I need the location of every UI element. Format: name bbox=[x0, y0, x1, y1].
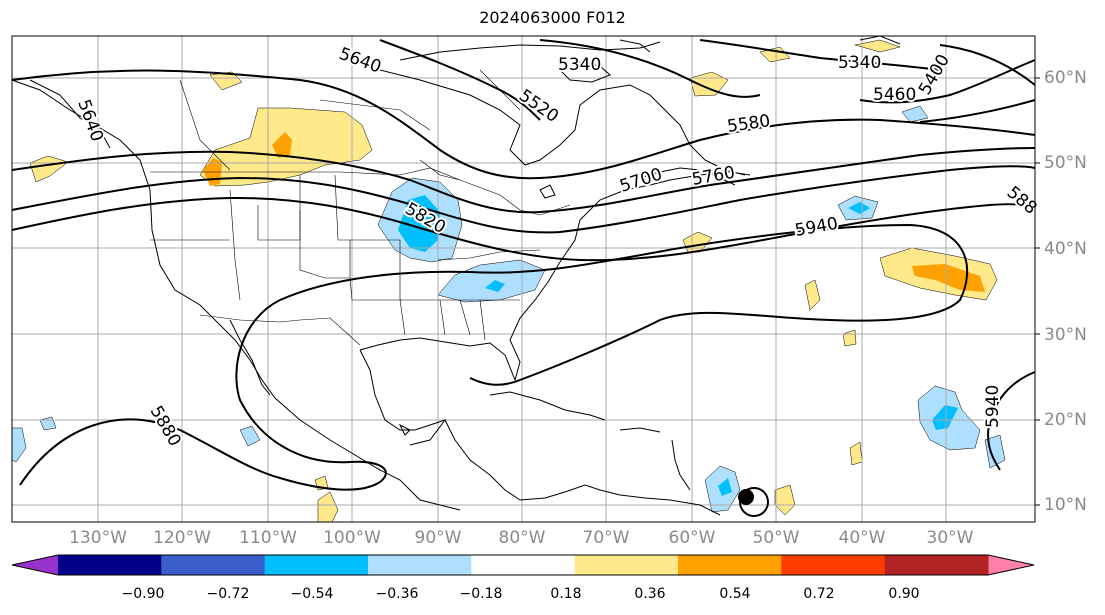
lat-label: 20°N bbox=[1044, 410, 1087, 430]
colorbar-segment bbox=[368, 555, 472, 575]
colorbar-segment bbox=[884, 555, 989, 575]
lon-label: 90°W bbox=[414, 528, 462, 548]
colorbar-extend-max bbox=[988, 555, 1034, 575]
negative-anomaly-region bbox=[901, 105, 929, 123]
colorbar-tick-label: 0.90 bbox=[888, 586, 920, 602]
colorbar-segment bbox=[574, 555, 679, 575]
colorbar-tick-label: −0.72 bbox=[206, 586, 250, 602]
colorbar-tick-label: 0.54 bbox=[719, 586, 751, 602]
contour-label: 5340 bbox=[558, 55, 601, 75]
graticule bbox=[12, 36, 1035, 522]
negative-anomaly-core bbox=[848, 202, 870, 214]
contour-label: 5460 bbox=[873, 85, 916, 105]
negative-anomaly-region bbox=[984, 434, 1006, 469]
lat-label: 60°N bbox=[1044, 68, 1087, 88]
lat-ticks bbox=[1035, 77, 1040, 506]
positive-anomaly-core bbox=[272, 132, 292, 158]
colorbar bbox=[12, 555, 1034, 575]
height-contours bbox=[11, 39, 1036, 517]
political-borders bbox=[150, 69, 571, 346]
negative-anomaly-core bbox=[485, 280, 505, 292]
colorbar-segment bbox=[781, 555, 886, 575]
lon-label: 60°W bbox=[668, 528, 716, 548]
negative-anomaly-region bbox=[239, 425, 261, 447]
contour-label: 5940 bbox=[983, 385, 1003, 428]
positive-anomaly-region bbox=[774, 484, 796, 516]
colorbar-tick-label: 0.72 bbox=[803, 586, 835, 602]
colorbar-segment bbox=[264, 555, 369, 575]
lon-label: 70°W bbox=[582, 528, 630, 548]
colorbar-extend-min bbox=[12, 555, 58, 575]
positive-anomaly-core bbox=[912, 264, 985, 292]
colorbar-tick-label: −0.90 bbox=[121, 586, 165, 602]
positive-anomaly-region bbox=[804, 279, 821, 311]
positive-anomaly-region bbox=[854, 39, 901, 53]
lat-label: 50°N bbox=[1044, 153, 1087, 173]
colorbar-tick-label: −0.36 bbox=[375, 586, 419, 602]
lon-label: 130°W bbox=[69, 528, 127, 548]
lon-label: 120°W bbox=[153, 528, 211, 548]
colorbar-tick-label: 0.18 bbox=[550, 586, 582, 602]
colorbar-tick-label: 0.36 bbox=[634, 586, 666, 602]
positive-anomaly-region bbox=[317, 491, 339, 523]
lon-label: 50°W bbox=[752, 528, 800, 548]
colorbar-segment bbox=[678, 555, 782, 575]
colorbar-tick-label: −0.18 bbox=[459, 586, 503, 602]
negative-anomaly-core bbox=[932, 405, 958, 430]
coastlines bbox=[11, 35, 901, 516]
colorbar-segment bbox=[471, 555, 576, 575]
lon-label: 30°W bbox=[926, 528, 974, 548]
map-title: 2024063000 F012 bbox=[479, 8, 626, 27]
lat-label: 40°N bbox=[1044, 239, 1087, 259]
contour-label: 5340 bbox=[838, 53, 881, 73]
cyclone-center-marker bbox=[738, 489, 754, 505]
lat-label: 30°N bbox=[1044, 325, 1087, 345]
colorbar-border bbox=[11, 554, 1035, 576]
negative-anomaly-core bbox=[718, 478, 732, 496]
colorbar-segment bbox=[161, 555, 266, 575]
colorbar-segment bbox=[58, 555, 162, 575]
lat-label: 10°N bbox=[1044, 495, 1087, 515]
lon-label: 80°W bbox=[498, 528, 546, 548]
lon-label: 110°W bbox=[239, 528, 297, 548]
map-frame bbox=[11, 35, 1036, 523]
colorbar-tick-label: −0.54 bbox=[290, 586, 334, 602]
lon-label: 100°W bbox=[323, 528, 381, 548]
lon-label: 40°W bbox=[838, 528, 886, 548]
